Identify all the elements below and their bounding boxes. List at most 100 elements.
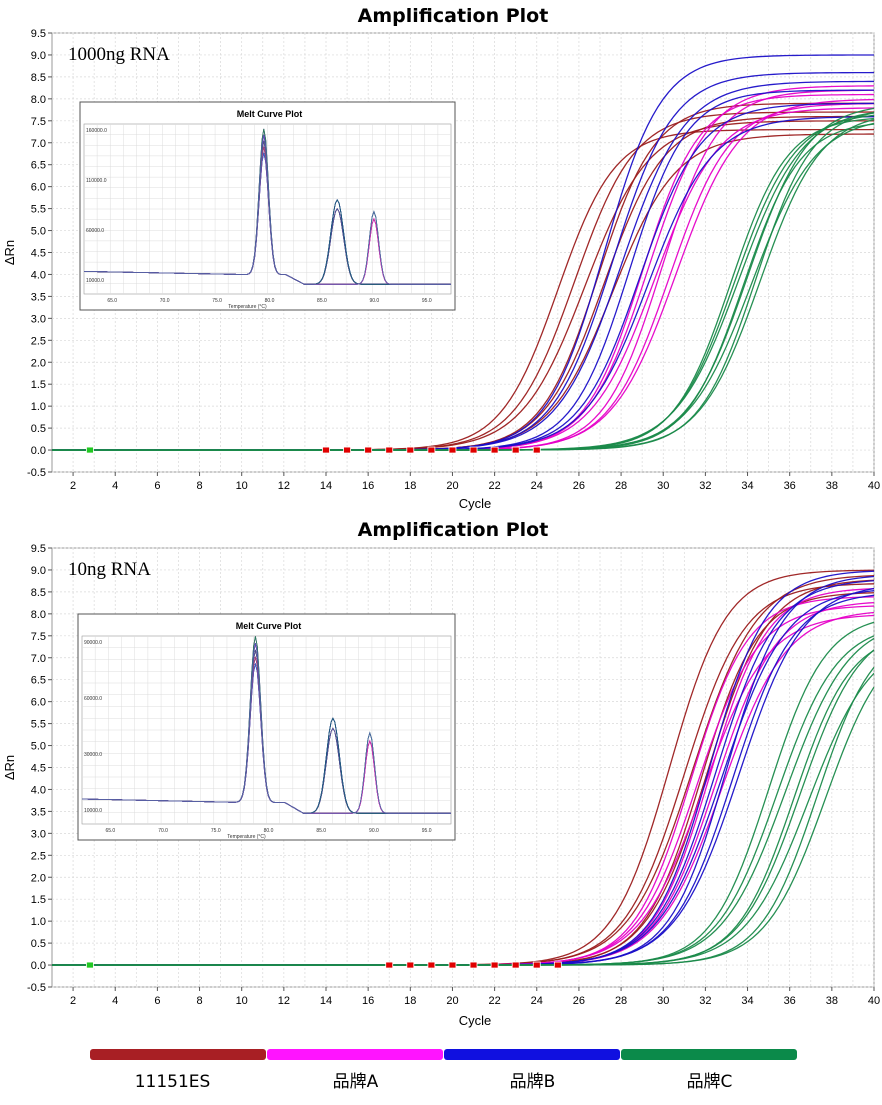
x-tick-label: 30 bbox=[657, 480, 669, 492]
inset-x-tick: 70.0 bbox=[160, 298, 170, 304]
y-tick-label: 6.5 bbox=[31, 160, 46, 172]
x-tick-label: 10 bbox=[236, 995, 248, 1007]
inset-x-tick: 65.0 bbox=[105, 828, 115, 834]
legend-bar-4 bbox=[621, 1049, 797, 1060]
y-tick-label: 3.5 bbox=[31, 806, 46, 818]
y-tick-label: 9.0 bbox=[31, 565, 46, 577]
panel-label: 10ng RNA bbox=[68, 559, 151, 580]
inset-x-tick: 65.0 bbox=[107, 298, 117, 304]
x-tick-label: 24 bbox=[531, 995, 543, 1007]
chart-title: Amplification Plot bbox=[358, 519, 549, 541]
threshold-marker bbox=[323, 447, 330, 453]
y-tick-label: 1.0 bbox=[31, 916, 46, 928]
y-tick-label: 6.0 bbox=[31, 697, 46, 709]
y-axis-title: ΔRn bbox=[2, 240, 17, 265]
threshold-marker bbox=[386, 447, 393, 453]
y-tick-label: 5.0 bbox=[31, 741, 46, 753]
threshold-marker bbox=[428, 962, 435, 968]
y-tick-label: 5.5 bbox=[31, 719, 46, 731]
y-tick-label: 9.0 bbox=[31, 50, 46, 62]
inset-x-tick: 90.0 bbox=[369, 298, 379, 304]
x-tick-label: 34 bbox=[741, 995, 753, 1007]
inset-y-tick: 10000.0 bbox=[84, 808, 102, 814]
y-tick-label: 8.5 bbox=[31, 72, 46, 84]
x-tick-label: 40 bbox=[868, 480, 880, 492]
y-tick-label: 0.5 bbox=[31, 938, 46, 950]
inset-y-tick: 110000.0 bbox=[86, 178, 107, 184]
amplification-plot-1000ng: Amplification Plot -0.5 0.0 0.5 1.0 1.5 2.0 2.5… bbox=[2, 5, 880, 511]
y-tick-label: 8.0 bbox=[31, 609, 46, 621]
inset-y-tick: 90000.0 bbox=[84, 640, 102, 646]
y-tick-label: 7.0 bbox=[31, 653, 46, 665]
x-tick-label: 14 bbox=[320, 480, 332, 492]
x-tick-label: 26 bbox=[573, 995, 585, 1007]
inset-y-tick: 30000.0 bbox=[84, 752, 102, 758]
y-tick-label: 4.0 bbox=[31, 269, 46, 281]
figure: Amplification Plot-0.50.00.51.01.52.02.5… bbox=[0, 0, 882, 1105]
inset-title: Melt Curve Plot bbox=[236, 621, 302, 631]
inset-x-tick: 95.0 bbox=[422, 828, 432, 834]
y-tick-label: 8.0 bbox=[31, 94, 46, 106]
x-tick-label: 2 bbox=[70, 480, 76, 492]
legend: 11151ES 品牌A 品牌B 品牌C bbox=[90, 1049, 797, 1092]
inset-y-tick: 60000.0 bbox=[84, 696, 102, 702]
x-tick-label: 32 bbox=[699, 480, 711, 492]
x-tick-label: 6 bbox=[154, 995, 160, 1007]
threshold-marker bbox=[554, 962, 561, 968]
y-tick-label: 5.0 bbox=[31, 226, 46, 238]
inset-x-tick: 70.0 bbox=[158, 828, 168, 834]
x-tick-label: 32 bbox=[699, 995, 711, 1007]
y-tick-label: 2.5 bbox=[31, 335, 46, 347]
y-tick-label: 6.0 bbox=[31, 182, 46, 194]
x-tick-label: 20 bbox=[446, 995, 458, 1007]
y-tick-label: 9.5 bbox=[31, 28, 46, 40]
x-tick-label: 12 bbox=[278, 995, 290, 1007]
inset-x-tick: 90.0 bbox=[369, 828, 379, 834]
melt-curve-inset: Melt Curve Plot160000.0110000.060000.010… bbox=[80, 102, 455, 310]
threshold-marker bbox=[386, 962, 393, 968]
legend-label-3: 品牌B bbox=[510, 1072, 556, 1092]
amplification-plot-10ng: Amplification Plot -0.5 0.0 0.5 1.0 1.5 2.0 2.5… bbox=[2, 519, 880, 1028]
x-tick-label: 20 bbox=[446, 480, 458, 492]
x-tick-label: 18 bbox=[404, 995, 416, 1007]
x-tick-label: 36 bbox=[784, 480, 796, 492]
x-tick-label: 18 bbox=[404, 480, 416, 492]
threshold-marker bbox=[470, 447, 477, 453]
x-tick-label: 26 bbox=[573, 480, 585, 492]
y-tick-label: 3.0 bbox=[31, 828, 46, 840]
y-tick-label: 4.0 bbox=[31, 784, 46, 796]
inset-x-tick: 75.0 bbox=[212, 298, 222, 304]
threshold-marker bbox=[470, 962, 477, 968]
legend-label-2: 品牌A bbox=[333, 1072, 379, 1092]
x-tick-label: 8 bbox=[196, 995, 202, 1007]
x-tick-label: 8 bbox=[196, 480, 202, 492]
y-tick-label: 7.5 bbox=[31, 116, 46, 128]
x-tick-label: 22 bbox=[488, 995, 500, 1007]
y-tick-label: 4.5 bbox=[31, 248, 46, 260]
y-tick-label: 0.0 bbox=[31, 960, 46, 972]
y-tick-label: 2.5 bbox=[31, 850, 46, 862]
legend-label-4: 品牌C bbox=[687, 1072, 733, 1092]
threshold-marker bbox=[407, 962, 414, 968]
y-tick-label: 4.5 bbox=[31, 763, 46, 775]
legend-bar-3 bbox=[444, 1049, 620, 1060]
x-tick-label: 16 bbox=[362, 480, 374, 492]
x-tick-label: 34 bbox=[741, 480, 753, 492]
chart-title: Amplification Plot bbox=[358, 5, 549, 27]
y-tick-label: -0.5 bbox=[27, 467, 46, 479]
baseline-start-marker bbox=[86, 447, 93, 453]
x-tick-label: 4 bbox=[112, 995, 118, 1007]
threshold-marker bbox=[512, 447, 519, 453]
y-tick-label: 2.0 bbox=[31, 872, 46, 884]
threshold-marker bbox=[428, 447, 435, 453]
x-axis-title: Cycle bbox=[459, 1013, 492, 1028]
threshold-marker bbox=[533, 447, 540, 453]
legend-label-1: 11151ES bbox=[135, 1072, 211, 1092]
y-tick-label: 0.5 bbox=[31, 423, 46, 435]
inset-x-tick: 75.0 bbox=[211, 828, 221, 834]
inset-title: Melt Curve Plot bbox=[237, 109, 303, 119]
inset-x-tick: 95.0 bbox=[422, 298, 432, 304]
x-tick-label: 14 bbox=[320, 995, 332, 1007]
x-tick-label: 16 bbox=[362, 995, 374, 1007]
threshold-marker bbox=[512, 962, 519, 968]
